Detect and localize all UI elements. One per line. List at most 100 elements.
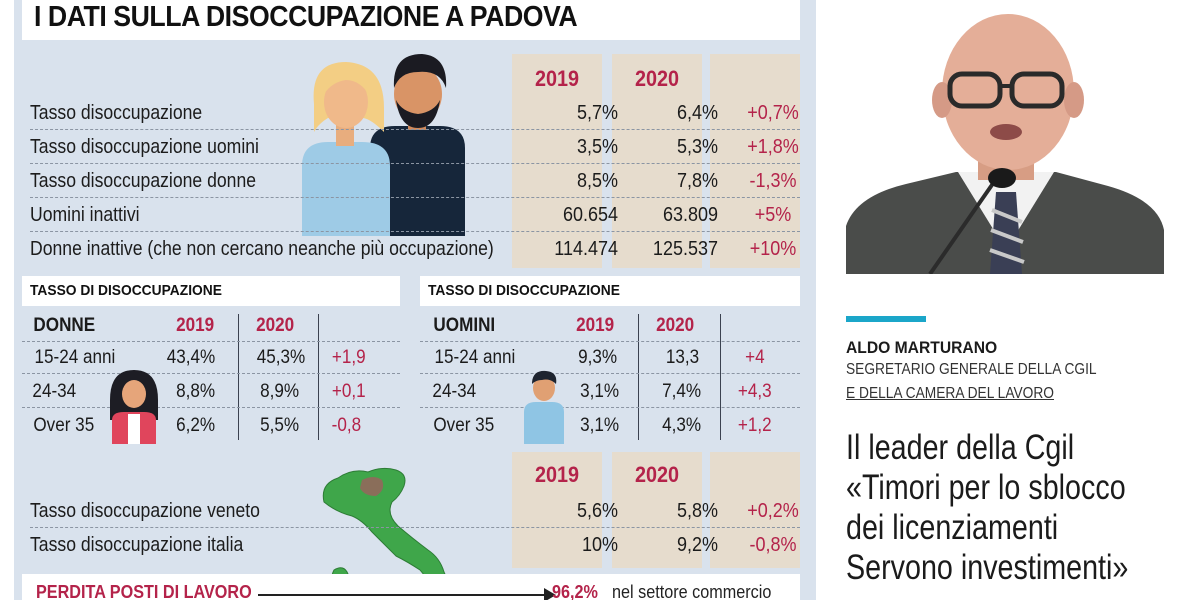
row-label: 24-34 [432,381,477,402]
article-headline-line: Il leader della Cgil [846,428,1075,467]
article-headline-line: «Timori per lo sblocco [846,468,1126,507]
women-panel-header: TASSO DI DISOCCUPAZIONE [22,276,400,306]
women-header-row: DONNE 2019 2020 [22,310,400,342]
change-value: +0,2% [747,500,799,522]
change-value: -0,8% [749,534,797,556]
men-panel-header: TASSO DI DISOCCUPAZIONE [420,276,800,306]
region-column-2020-bg [612,452,702,568]
value-2019: 3,1% [580,415,620,436]
article-headline-line: dei licenziamenti [846,508,1059,547]
value-2019: 5,6% [576,500,618,522]
value-2019: 8,8% [176,381,216,402]
job-loss-value: 96,2% [552,582,598,600]
change-value: +0,7% [747,102,799,124]
value-2020: 5,5% [260,415,300,436]
table-row: Uomini inattivi 60.654 63.809 +5% [30,198,800,232]
job-loss-strip: PERDITA POSTI DI LAVORO 96,2% nel settor… [22,574,800,600]
change-value: -0,8 [331,415,362,436]
value-2020: 8,9% [260,381,300,402]
arrow-line [258,594,548,596]
table-row: Donne inattive (che non cercano neanche … [30,232,800,266]
change-value: +5% [754,204,792,226]
value-2019: 43,4% [166,347,216,368]
value-2020: 45,3% [256,347,306,368]
man-illustration [524,370,564,444]
table-row: Over 35 6,2% 5,5% -0,8 [22,410,400,442]
value-2020: 5,8% [676,500,718,522]
row-label: Tasso disoccupazione veneto [30,500,260,522]
row-label: Donne inattive (che non cercano neanche … [30,238,494,260]
value-2020: 7,4% [662,381,702,402]
value-2020: 6,4% [676,102,718,124]
infographic-title: I DATI SULLA DISOCCUPAZIONE A PADOVA [34,1,578,33]
person-role-line: E DELLA CAMERA DEL LAVORO [846,385,1055,402]
row-label: Uomini inattivi [30,204,140,226]
value-2020: 125.537 [652,238,718,260]
men-year-2019: 2019 [576,315,615,336]
year-2019-header: 2019 [534,66,580,91]
region-year-2020: 2020 [634,462,680,487]
table-row: Tasso disoccupazione donne 8,5% 7,8% -1,… [30,164,800,198]
value-2020: 13,3 [665,347,700,368]
change-value: +1,2 [737,415,772,436]
change-value: -1,3% [749,170,797,192]
men-header-row: UOMINI 2019 2020 [420,310,800,342]
arrow-right-icon [544,588,556,600]
article-headline-line: Servono investimenti» [846,548,1129,587]
article-column: ALDO MARTURANO SEGRETARIO GENERALE DELLA… [818,0,1200,600]
value-2019: 5,7% [576,102,618,124]
person-name: ALDO MARTURANO [846,338,998,357]
row-label: 15-24 anni [34,347,116,368]
men-panel-heading: TASSO DI DISOCCUPAZIONE [428,282,620,299]
value-2019: 3,5% [576,136,618,158]
women-group-label: DONNE [33,315,96,336]
value-2019: 60.654 [562,204,618,226]
job-loss-label: PERDITA POSTI DI LAVORO [36,582,252,600]
change-value: +10% [749,238,797,260]
value-2020: 63.809 [662,204,718,226]
row-label: Tasso disoccupazione [30,102,203,124]
change-value: +4 [745,347,765,368]
value-2019: 3,1% [580,381,620,402]
change-value: +4,3 [737,381,772,402]
value-2020: 9,2% [676,534,718,556]
table-row: 24-34 8,8% 8,9% +0,1 [22,376,400,408]
woman-illustration [110,370,158,444]
column-divider [238,314,239,440]
region-year-2019: 2019 [534,462,580,487]
region-column-change-bg [710,452,800,568]
women-year-2019: 2019 [176,315,215,336]
value-2019: 6,2% [176,415,216,436]
value-2019: 8,5% [576,170,618,192]
women-unemployment-panel: TASSO DI DISOCCUPAZIONE DONNE 2019 2020 … [22,276,400,444]
men-group-label: UOMINI [433,315,496,336]
column-divider [720,314,721,440]
table-row: Tasso disoccupazione 5,7% 6,4% +0,7% [30,96,800,130]
table-row: 15-24 anni 9,3% 13,3 +4 [420,342,800,374]
row-label: 15-24 anni [434,347,516,368]
job-loss-sector: nel settore commercio [612,582,772,600]
column-divider [638,314,639,440]
table-row: 15-24 anni 43,4% 45,3% +1,9 [22,342,400,374]
unemployment-infographic: I DATI SULLA DISOCCUPAZIONE A PADOVA 201… [14,0,816,600]
row-label: Tasso disoccupazione donne [30,170,257,192]
women-year-2020: 2020 [256,315,295,336]
value-2020: 7,8% [676,170,718,192]
table-row: Tasso disoccupazione veneto 5,6% 5,8% +0… [30,494,800,528]
row-label: Over 35 [33,415,95,436]
change-value: +0,1 [331,381,366,402]
women-panel-heading: TASSO DI DISOCCUPAZIONE [30,282,222,299]
column-change-bg [710,54,800,268]
row-label: 24-34 [32,381,77,402]
change-value: +1,8% [747,136,799,158]
table-row: Over 35 3,1% 4,3% +1,2 [420,410,800,442]
portrait-photo [846,0,1164,274]
year-2020-header: 2020 [634,66,680,91]
infographic-title-bar: I DATI SULLA DISOCCUPAZIONE A PADOVA [22,0,800,40]
column-2019-bg [512,54,602,268]
table-row: 24-34 3,1% 7,4% +4,3 [420,376,800,408]
table-row: Tasso disoccupazione italia 10% 9,2% -0,… [30,528,800,562]
value-2019: 114.474 [554,238,618,260]
men-year-2020: 2020 [656,315,695,336]
person-role-line: SEGRETARIO GENERALE DELLA CGIL [846,361,1097,378]
